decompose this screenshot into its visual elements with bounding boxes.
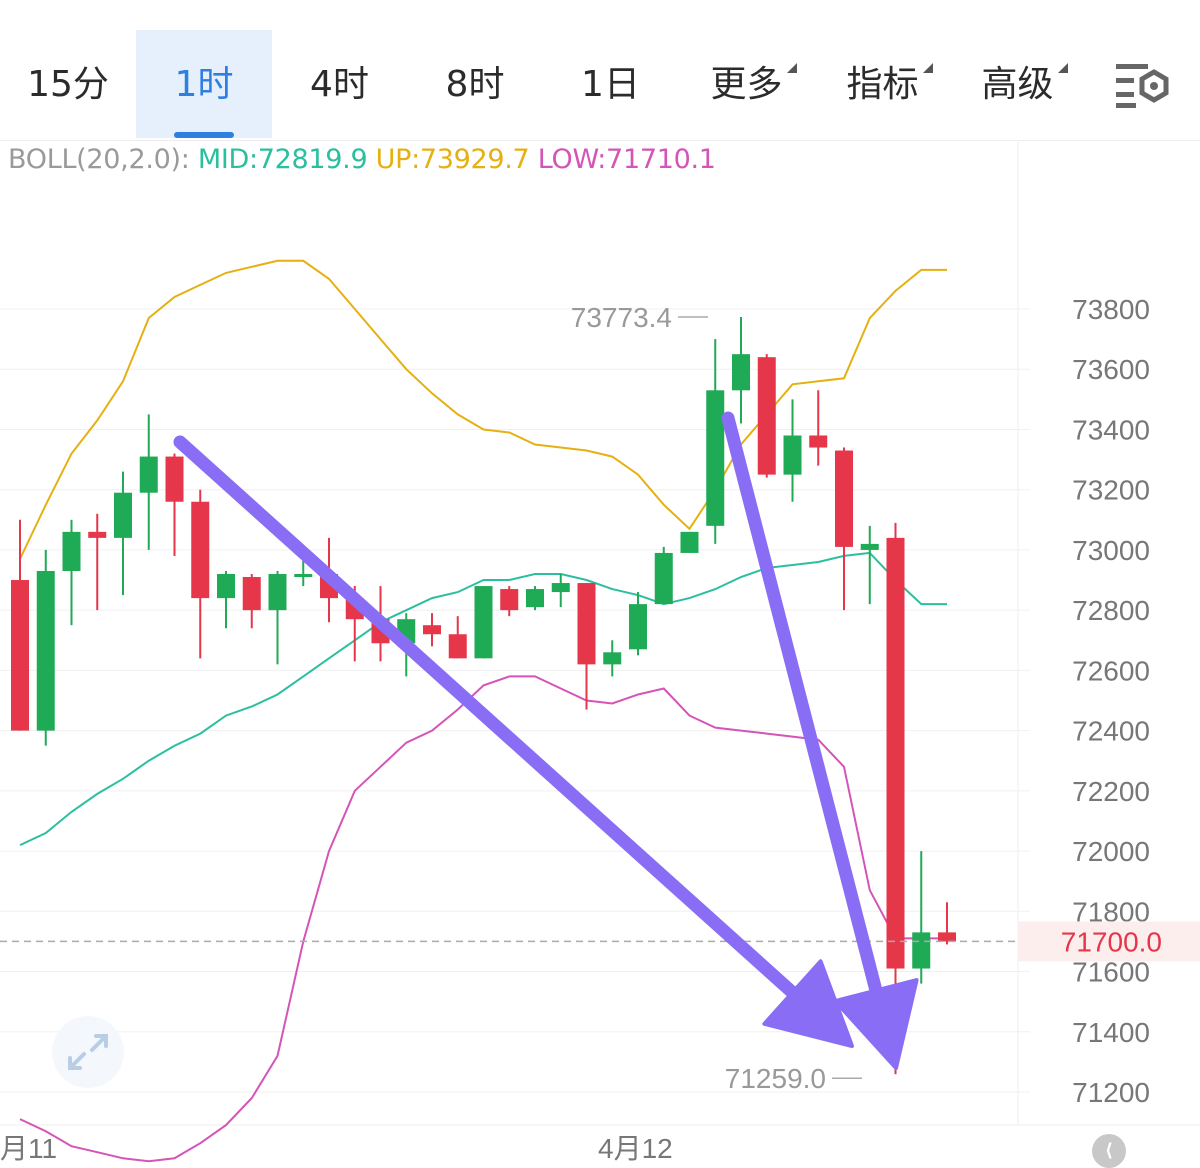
candle-body (217, 574, 235, 599)
candle-body (938, 932, 956, 942)
boll-lower-line (19, 675, 947, 1163)
y-tick-label: 73000 (1072, 535, 1150, 566)
tab-label: 更多 (710, 63, 797, 105)
annotation-arrow-left-shaft (173, 435, 804, 1004)
candle-body (860, 543, 879, 550)
candle-body (268, 574, 287, 611)
candle-body (783, 435, 802, 475)
y-tick-label: 72800 (1072, 595, 1150, 626)
y-tick-label: 72600 (1072, 655, 1150, 686)
candle-body (294, 574, 313, 578)
candle-body (680, 531, 699, 553)
tab-label: 8时 (445, 64, 505, 105)
y-tick-label: 71200 (1072, 1077, 1150, 1108)
boll-label: BOLL(20,2.0): (8, 144, 190, 175)
tab-label: 4时 (310, 64, 369, 105)
candle-body (629, 604, 647, 650)
candle-body (809, 435, 828, 448)
candle-body (62, 531, 81, 572)
tab-7[interactable]: 高级 (950, 30, 1085, 138)
dropdown-caret-icon (786, 63, 797, 73)
high-annotation-label: 73773.4 (571, 302, 672, 333)
tab-0[interactable]: 15分 (0, 30, 136, 138)
candle-body (526, 589, 544, 608)
candle-body (603, 652, 622, 665)
candle-body (835, 450, 853, 547)
tab-label: 1时 (174, 64, 234, 105)
candle-body (36, 571, 55, 731)
x-tick-label: 月11 (0, 1133, 57, 1164)
tab-label: 高级 (981, 63, 1068, 105)
y-tick-label: 73800 (1072, 294, 1150, 325)
x-tick-label: 4月12 (598, 1133, 673, 1164)
boll-up-value: UP:73929.7 (375, 144, 530, 175)
dropdown-caret-icon (922, 63, 933, 73)
candle-body (757, 357, 776, 475)
candle-body (912, 932, 931, 969)
dropdown-caret-icon (1057, 63, 1068, 73)
tab-3[interactable]: 8时 (407, 30, 543, 138)
expand-icon-bg (52, 1016, 124, 1088)
candle-body (11, 580, 29, 731)
tab-4[interactable]: 1日 (543, 30, 678, 138)
y-tick-label: 71600 (1072, 957, 1150, 988)
annotation-arrow-right-head (833, 978, 919, 1070)
candle-body (165, 456, 184, 502)
tab-5[interactable]: 更多 (678, 30, 815, 138)
candle-body (577, 583, 596, 665)
tab-label: 15分 (27, 64, 109, 105)
tab-2[interactable]: 4时 (272, 30, 407, 138)
boll-mid-value: MID:72819.9 (197, 144, 368, 175)
low-annotation-label: 71259.0 (725, 1063, 826, 1094)
active-tab-indicator (174, 132, 234, 138)
candle-body (732, 354, 750, 391)
timeframe-tabs: 15分 1时 4时 8时 1日 更多 指标 高级 (0, 30, 1200, 141)
candle-body (191, 501, 210, 599)
last-price-label-bg (1018, 921, 1200, 962)
collapse-button[interactable]: ⟨ (1092, 1134, 1126, 1168)
candle-body (242, 577, 261, 611)
boll-legend: BOLL(20,2.0): MID:72819.9 UP:73929.7 LOW… (8, 144, 716, 175)
boll-mid-line (19, 551, 947, 847)
annotation-arrow-right-shaft (721, 411, 884, 1003)
tab-6[interactable]: 指标 (815, 30, 950, 138)
y-tick-label: 72200 (1072, 776, 1150, 807)
y-tick-label: 73400 (1072, 414, 1150, 445)
last-price-label: 71700.0 (1061, 926, 1162, 957)
candle-body (139, 456, 158, 493)
candle-body (88, 531, 107, 538)
y-tick-label: 72400 (1072, 716, 1150, 747)
candle-body (448, 634, 467, 659)
tab-label: 1日 (581, 64, 640, 105)
candle-body (500, 589, 519, 611)
boll-low-value: LOW:71710.1 (537, 144, 716, 175)
candle-body (551, 583, 570, 593)
boll-upper-line (19, 259, 947, 560)
candle-body (654, 552, 673, 605)
candle-body (114, 492, 132, 538)
expand-icon (68, 1034, 108, 1070)
y-tick-label: 71400 (1072, 1017, 1150, 1048)
tab-1[interactable]: 1时 (136, 30, 272, 138)
candle-body (423, 625, 441, 635)
y-tick-label: 73600 (1072, 354, 1150, 385)
chart-settings-icon[interactable] (1112, 30, 1174, 138)
tab-label: 指标 (846, 63, 933, 105)
candle-body (474, 586, 493, 659)
candle-body (886, 537, 905, 969)
y-tick-label: 72000 (1072, 836, 1150, 867)
y-tick-label: 73200 (1072, 475, 1150, 506)
candle-body (706, 390, 725, 526)
